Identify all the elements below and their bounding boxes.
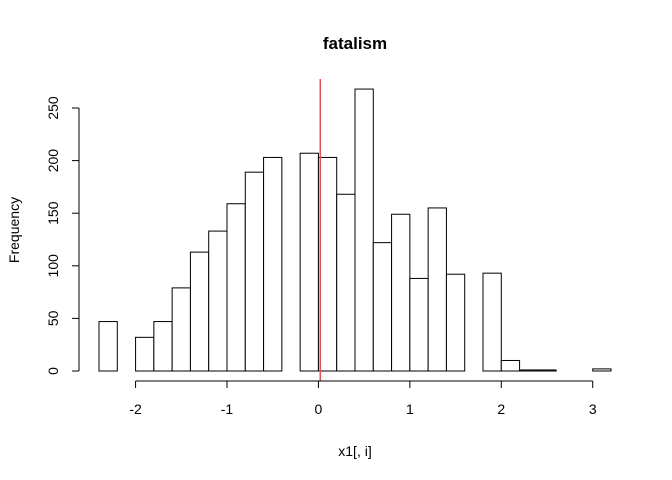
histogram-bar	[409, 277, 429, 372]
x-tick-label: 3	[589, 401, 597, 417]
histogram-bar	[391, 213, 411, 372]
histogram-bar	[519, 369, 539, 372]
y-tick-label: 250	[45, 96, 61, 120]
histogram-bars	[98, 88, 612, 372]
histogram-bar	[189, 251, 210, 372]
x-tick-label: 1	[406, 401, 414, 417]
histogram-bar	[226, 203, 246, 372]
y-tick-label: 150	[45, 201, 61, 225]
y-axis: 0 50 100 150 200 250	[45, 96, 80, 375]
histogram-bar	[482, 272, 502, 372]
x-tick-label: -1	[221, 401, 234, 417]
x-tick-label: 0	[315, 401, 323, 417]
histogram-bar	[263, 156, 283, 372]
x-axis-title: x1[, i]	[338, 443, 371, 459]
histogram-bar	[592, 368, 612, 372]
y-tick-label: 50	[45, 310, 61, 326]
histogram-bar	[208, 230, 228, 372]
chart-title: fatalism	[323, 34, 387, 53]
y-tick-label: 0	[45, 367, 61, 375]
x-tick-label: 2	[497, 401, 505, 417]
y-tick-label: 200	[45, 149, 61, 173]
histogram-bar	[153, 321, 173, 372]
histogram-bar	[372, 242, 393, 372]
histogram-bar	[317, 156, 338, 372]
histogram-bar	[537, 369, 557, 372]
histogram-bar	[244, 171, 265, 372]
y-tick-label: 100	[45, 254, 61, 278]
histogram-bar	[445, 273, 466, 372]
histogram-bar	[427, 207, 447, 372]
histogram-bar	[354, 88, 374, 372]
histogram-bar	[135, 336, 155, 372]
histogram-bar	[98, 321, 118, 372]
x-axis: -2 -1 0 1 2 3	[129, 380, 597, 417]
histogram-bar	[336, 193, 356, 372]
x-tick-label: -2	[129, 401, 142, 417]
histogram-bar	[299, 152, 319, 372]
histogram-bar	[171, 287, 191, 372]
y-axis-title: Frequency	[6, 197, 22, 263]
histogram-bar	[500, 359, 521, 372]
